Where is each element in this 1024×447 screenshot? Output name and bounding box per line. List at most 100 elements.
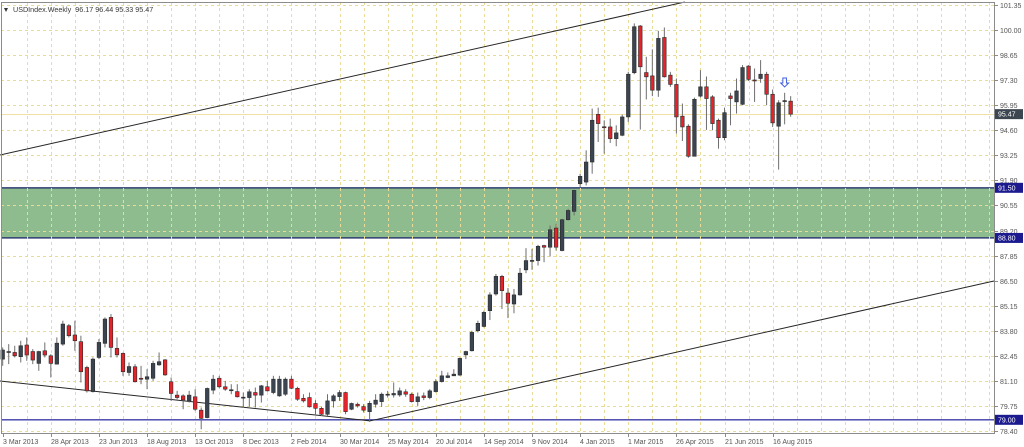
candle (132, 364, 138, 383)
candle (680, 103, 685, 142)
candle (686, 124, 691, 158)
time-axis[interactable]: 3 Mar 2013 28 Apr 2013 23 Jun 2013 18 Aug 2… (3, 433, 812, 446)
candle (523, 248, 529, 274)
candle-body (493, 276, 499, 295)
candle-body (644, 72, 649, 78)
candle (421, 392, 426, 401)
price-tick-label: 93.25 (1000, 153, 1018, 160)
candle-body (235, 391, 240, 398)
price-axis[interactable]: 101.35 100.00 98.65 97.30 95.95 94.60 93.25 91.… (994, 3, 1023, 436)
upper-channel-trendline[interactable] (0, 1, 685, 156)
candle (48, 354, 53, 378)
candle (211, 374, 216, 395)
candle-body (499, 276, 505, 291)
time-tick-label: 3 Mar 2013 (3, 439, 39, 446)
price-tick-label: 85.15 (1000, 304, 1018, 311)
candle-body (313, 403, 318, 409)
candle-body (559, 219, 565, 251)
candle-body (620, 116, 625, 136)
candle (319, 406, 324, 416)
candle-body (277, 378, 282, 397)
candle (535, 244, 541, 266)
candle-body (241, 396, 246, 399)
level-price-marker: 88.80 (995, 232, 1023, 243)
candle-body (427, 390, 432, 398)
candle (337, 390, 342, 401)
candle-body (668, 74, 673, 85)
candle (138, 365, 144, 385)
candle (511, 288, 517, 314)
candle (0, 347, 5, 366)
price-tick-label: 89.20 (1000, 229, 1018, 236)
candle-body (572, 190, 577, 212)
candle (193, 389, 198, 411)
candle (331, 394, 336, 408)
candle-body (415, 396, 420, 402)
candle (150, 360, 156, 381)
price-tick-label: 82.45 (1000, 354, 1018, 361)
chart-frame (1, 2, 995, 434)
candle (668, 71, 673, 87)
time-tick-label: 9 Nov 2014 (532, 439, 568, 446)
candle-body (295, 387, 300, 400)
candle-body (120, 353, 126, 373)
lower-channel-trendline[interactable] (369, 280, 995, 422)
candle (469, 330, 474, 352)
candle-body (48, 355, 53, 364)
candle-body (758, 73, 763, 79)
candle (572, 189, 577, 216)
candle (409, 392, 414, 403)
candle-body (722, 112, 727, 139)
candle-body (181, 395, 186, 401)
triangle-down-icon[interactable] (4, 7, 8, 12)
support-zone-rectangle[interactable] (1, 187, 994, 238)
candle (90, 357, 96, 393)
candle (656, 30, 661, 97)
candle (439, 370, 444, 383)
price-tick-label: 95.95 (1000, 103, 1018, 110)
level-price-marker: 91.50 (995, 182, 1023, 193)
price-tick-label: 101.35 (1000, 3, 1022, 10)
candle-body (307, 397, 312, 408)
candle-body (614, 132, 619, 139)
candle-body (662, 37, 667, 78)
price-marker-box (995, 109, 1023, 120)
candle (451, 369, 456, 377)
candle-body (602, 126, 607, 129)
candle-body (487, 294, 493, 311)
candle-body (114, 348, 120, 356)
descending-trendline[interactable] (0, 380, 371, 422)
candle (355, 402, 360, 408)
candle-body (511, 294, 517, 305)
candle-body (674, 84, 679, 118)
candle-body (289, 378, 294, 389)
candle (493, 273, 499, 296)
candle-body (578, 176, 583, 185)
candle-body (517, 272, 523, 296)
time-tick-label: 8 Dec 2013 (243, 439, 279, 446)
candle-body (54, 342, 59, 365)
candle-body (150, 363, 156, 379)
candle (674, 78, 679, 134)
candle (235, 384, 240, 398)
candle-body (367, 402, 372, 412)
candle-body (337, 392, 342, 397)
candle-body (205, 388, 210, 418)
candle (205, 387, 210, 419)
candle-body (752, 79, 757, 82)
candle (247, 389, 252, 407)
candle (553, 223, 559, 251)
candle (722, 107, 727, 141)
down-arrow-icon[interactable] (779, 77, 790, 88)
candle-body (596, 114, 601, 124)
time-tick-label: 18 Aug 2013 (147, 439, 186, 446)
candle-body (391, 393, 396, 396)
candle (584, 150, 589, 186)
candle-body (385, 393, 390, 396)
candle-body (421, 395, 426, 398)
candle-body (650, 75, 655, 91)
candle-body (463, 351, 468, 356)
candle-body (66, 325, 71, 337)
